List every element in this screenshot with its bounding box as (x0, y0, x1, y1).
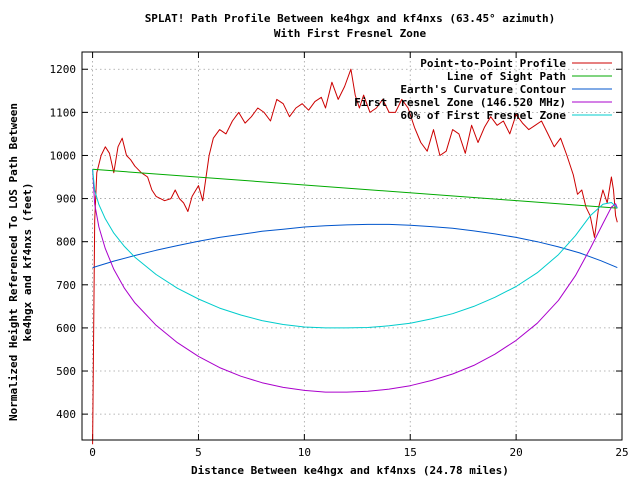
x-tick-label-3: 15 (404, 446, 417, 459)
chart-title-line-2: With First Fresnel Zone (274, 27, 427, 40)
y-tick-label-7: 1100 (50, 106, 77, 119)
y-tick-label-8: 1200 (50, 63, 77, 76)
series-group (92, 68, 618, 445)
axis-ticks: 400 500 600 700 800 900 1000 1100 1200 0 5 10 15 20 25 (50, 52, 629, 459)
x-axis-label: Distance Between ke4hgx and kf4nxs (24.7… (191, 464, 509, 477)
legend-label-point-to-point-profile: Point-to-Point Profile (420, 57, 566, 70)
plot-frame (81, 51, 623, 441)
y-tick-label-3: 700 (56, 279, 76, 292)
y-tick-label-2: 600 (56, 322, 76, 335)
grid-lines (82, 52, 623, 440)
series-line-line-of-sight-path (92, 168, 618, 209)
y-tick-label-0: 400 (56, 408, 76, 421)
y-axis-label-line-2: ke4hgx and kf4nxs (feet) (21, 183, 34, 342)
series-line-60-of-first-fresnel-zone (92, 169, 618, 329)
x-tick-label-0: 0 (89, 446, 96, 459)
x-tick-label-4: 20 (509, 446, 522, 459)
y-tick-label-5: 900 (56, 193, 76, 206)
legend-label-earth-s-curvature-contour: Earth's Curvature Contour (400, 83, 566, 96)
x-tick-label-5: 25 (615, 446, 628, 459)
y-tick-label-6: 1000 (50, 149, 77, 162)
x-tick-label-1: 5 (195, 446, 202, 459)
y-tick-label-4: 800 (56, 236, 76, 249)
x-tick-label-2: 10 (298, 446, 311, 459)
series-line-point-to-point-profile (92, 68, 618, 445)
chart-title-line-1: SPLAT! Path Profile Between ke4hgx and k… (145, 12, 556, 25)
legend-label-first-fresnel-zone-146-520-mhz: First Fresnel Zone (146.520 MHz) (354, 96, 566, 109)
y-axis-label-line-1: Normalized Height Referenced To LOS Path… (7, 103, 20, 421)
y-tick-label-1: 500 (56, 365, 76, 378)
series-line-first-fresnel-zone-146-520-mhz (92, 169, 618, 393)
legend-label-60-of-first-fresnel-zone: 60% of First Fresnel Zone (400, 109, 566, 122)
series-line-earth-s-curvature-contour (92, 223, 618, 269)
legend-label-line-of-sight-path: Line of Sight Path (447, 70, 566, 83)
